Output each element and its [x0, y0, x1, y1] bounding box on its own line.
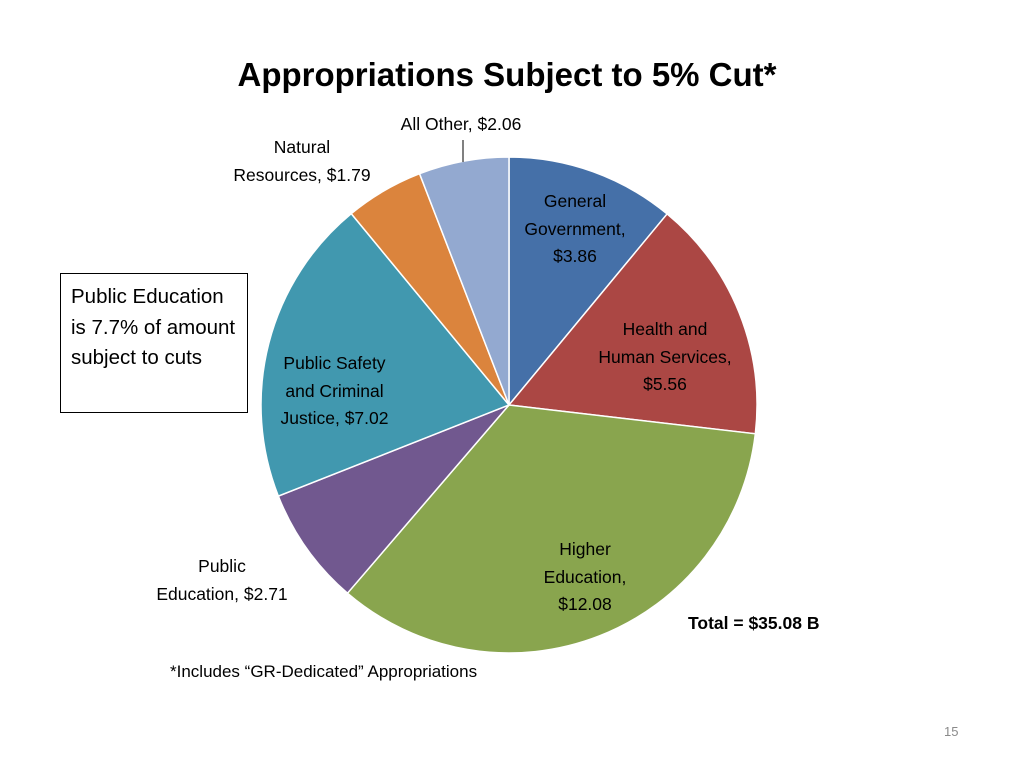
pie-slice-higher-education: [346, 404, 757, 654]
label-health-human-services: Health and Human Services, $5.56: [598, 319, 732, 394]
callout-box: Public Education is 7.7% of amount subje…: [60, 273, 248, 413]
page-number: 15: [944, 724, 959, 739]
label-public-education: Public Education, $2.71: [156, 556, 288, 604]
label-natural-resources: Natural Resources, $1.79: [233, 137, 371, 185]
pie-slice-public-safety: [260, 212, 511, 498]
label-public-safety: Public Safety and Criminal Justice, $7.02: [280, 353, 389, 428]
pie-slice-health-human-services: [507, 212, 758, 435]
chart-title: Appropriations Subject to 5% Cut*: [237, 56, 777, 93]
pie-slice-all-other: [418, 156, 510, 406]
pie-slice-public-education: [277, 404, 510, 595]
label-general-government: General Government, $3.86: [524, 191, 626, 266]
pie-slice-general-government: [508, 156, 669, 408]
total-label: Total = $35.08 B: [688, 613, 820, 633]
label-all-other: All Other, $2.06: [400, 114, 522, 134]
footnote: *Includes “GR-Dedicated” Appropriations: [170, 662, 478, 681]
label-higher-education: Higher Education, $12.08: [543, 539, 627, 614]
